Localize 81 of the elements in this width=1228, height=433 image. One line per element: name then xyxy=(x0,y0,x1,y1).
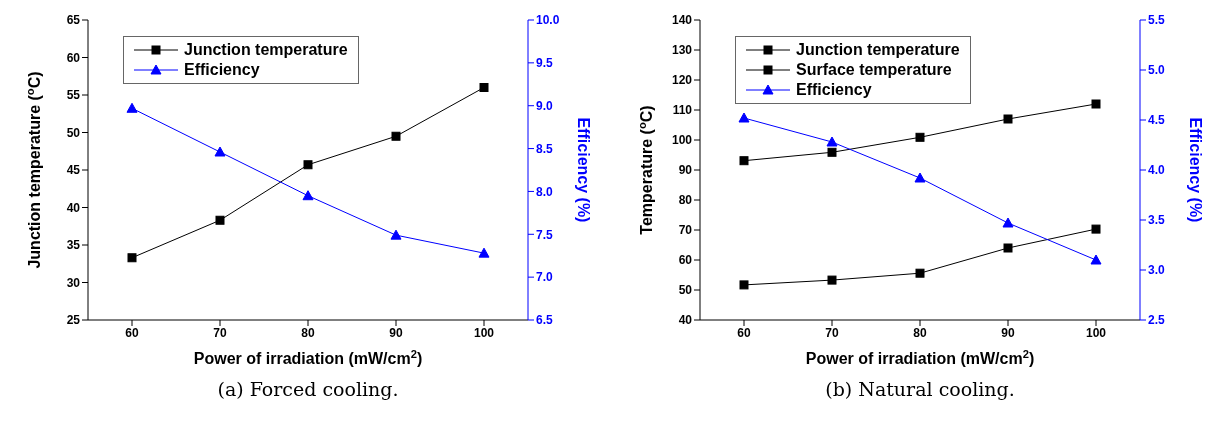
point xyxy=(1002,217,1014,228)
y-tick-label: 90 xyxy=(678,163,693,178)
y2-tick-label: 5.5 xyxy=(1148,13,1166,28)
point xyxy=(914,172,926,183)
y2-tick-label: 4.0 xyxy=(1148,163,1166,178)
y-tick-label: 40 xyxy=(66,200,81,215)
point xyxy=(915,268,925,278)
point xyxy=(126,102,138,113)
y2-tick-label: 5.0 xyxy=(1148,63,1166,78)
point xyxy=(1003,243,1013,253)
y2-tick-label: 9.5 xyxy=(536,56,554,71)
x-tick-label: 100 xyxy=(1085,325,1107,340)
x-tick-label: 60 xyxy=(125,325,139,340)
x-tick-label: 70 xyxy=(825,325,839,340)
x-tick-label: 90 xyxy=(1001,325,1015,340)
x-tick-label: 60 xyxy=(737,325,751,340)
x-tick-label: 70 xyxy=(213,325,227,340)
point xyxy=(127,253,137,263)
point xyxy=(738,112,750,123)
y2-axis-title: Efficiency (%) xyxy=(575,117,592,223)
y-tick-label: 110 xyxy=(672,103,693,118)
y-tick-label: 40 xyxy=(678,313,693,328)
x-axis-title: Power of irradiation (mW/cm$^{2}$) xyxy=(193,348,423,367)
point xyxy=(826,136,838,147)
y2-tick-label: 7.5 xyxy=(536,227,554,242)
y-tick-label: 60 xyxy=(66,50,81,65)
y-tick-label: 65 xyxy=(66,13,81,28)
point xyxy=(478,247,490,258)
y2-tick-label: 2.5 xyxy=(1148,313,1166,328)
y-tick-label: 35 xyxy=(66,238,81,253)
y-tick-label: 120 xyxy=(671,73,693,88)
point xyxy=(215,215,225,225)
point xyxy=(827,147,837,157)
text: (b) Natural cooling. xyxy=(824,378,1016,400)
x-axis-title: Power of irradiation (mW/cm$^{2}$) xyxy=(805,348,1035,367)
point xyxy=(827,275,837,285)
y-tick-label: 70 xyxy=(678,223,693,238)
y-tick-label: 60 xyxy=(678,253,693,268)
y2-tick-label: 8.5 xyxy=(536,141,554,156)
text: (a) Forced cooling. xyxy=(216,378,400,400)
legend-label: Junction temperature xyxy=(184,40,348,60)
legend-label: Surface temperature xyxy=(796,60,952,80)
y2-tick-label: 3.0 xyxy=(1148,263,1166,278)
x-tick-label: 100 xyxy=(473,325,495,340)
point xyxy=(1090,254,1102,265)
y-tick-label: 55 xyxy=(66,88,81,103)
x-tick-label: 80 xyxy=(301,325,315,340)
point xyxy=(479,83,489,92)
y-tick-label: 50 xyxy=(678,283,693,298)
y2-tick-label: 3.5 xyxy=(1148,213,1166,228)
x-tick-label: 80 xyxy=(913,325,927,340)
point xyxy=(739,280,749,290)
y2-axis-title: Efficiency (%) xyxy=(1187,117,1204,223)
y2-tick-label: 10.0 xyxy=(536,13,560,28)
y-tick-label: 25 xyxy=(66,313,81,328)
point xyxy=(303,160,313,170)
y2-tick-label: 7.0 xyxy=(536,270,554,285)
point xyxy=(390,229,402,240)
y-tick-label: 80 xyxy=(678,193,693,208)
y-tick-label: 130 xyxy=(671,43,693,58)
point xyxy=(1091,99,1101,109)
y-tick-label: 30 xyxy=(66,275,81,290)
point xyxy=(739,156,749,166)
y-tick-label: 45 xyxy=(66,163,81,178)
point xyxy=(915,132,925,142)
point xyxy=(214,146,226,157)
y2-tick-label: 8.0 xyxy=(536,184,554,199)
point xyxy=(1091,224,1101,234)
y2-tick-label: 9.0 xyxy=(536,98,554,113)
legend-label: Efficiency xyxy=(184,60,260,80)
y2-tick-label: 6.5 xyxy=(536,313,554,328)
legend-label: Junction temperature xyxy=(796,40,960,60)
y-tick-label: 100 xyxy=(671,133,693,148)
point xyxy=(302,190,314,201)
point xyxy=(391,131,401,141)
x-tick-label: 90 xyxy=(389,325,403,340)
point xyxy=(1003,114,1013,124)
legend-label: Efficiency xyxy=(796,80,872,100)
y-tick-label: 140 xyxy=(671,13,693,28)
y-tick-label: 50 xyxy=(66,125,81,140)
y2-tick-label: 4.5 xyxy=(1148,113,1166,128)
